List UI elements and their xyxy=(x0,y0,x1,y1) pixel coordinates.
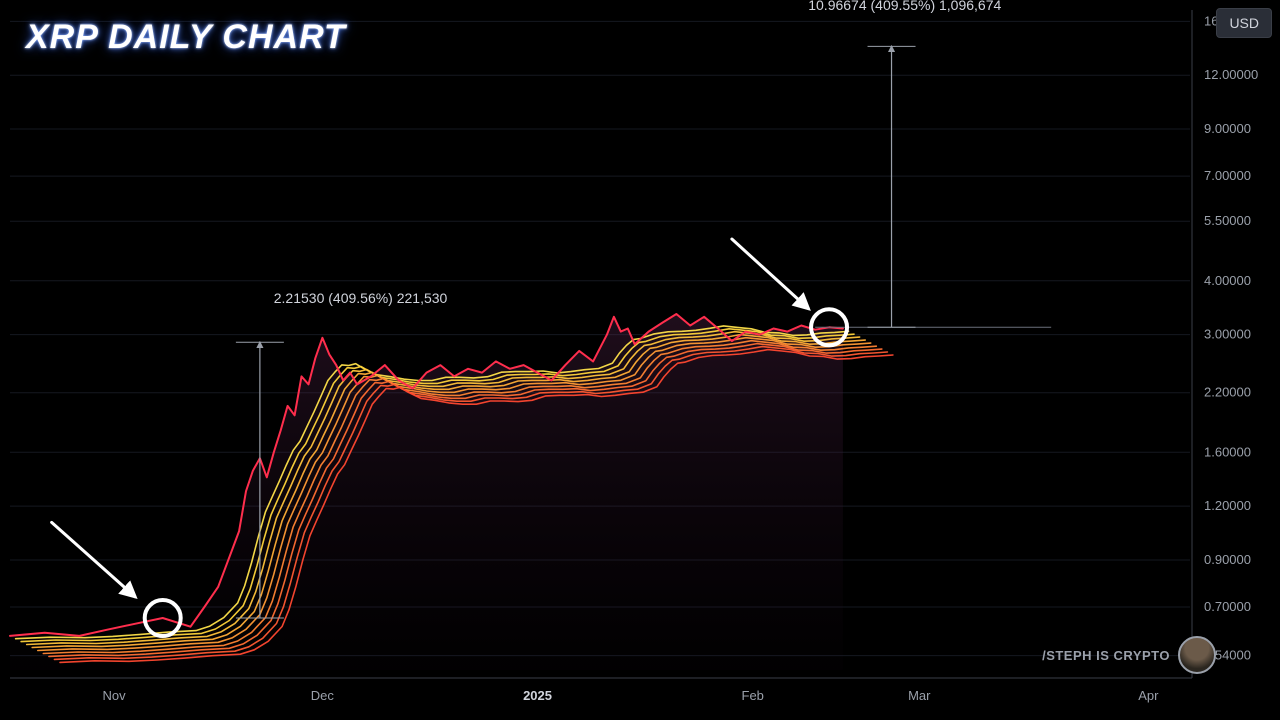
y-tick-label: 5.50000 xyxy=(1204,213,1251,228)
watermark-text: /STEPH IS CRYPTO xyxy=(1042,648,1170,663)
x-tick-label: Feb xyxy=(742,688,764,703)
currency-badge[interactable]: USD xyxy=(1216,8,1272,38)
watermark: /STEPH IS CRYPTO xyxy=(1042,636,1216,674)
y-tick-label: 1.60000 xyxy=(1204,444,1251,459)
y-tick-label: 2.20000 xyxy=(1204,385,1251,400)
y-tick-label: 0.90000 xyxy=(1204,552,1251,567)
x-tick-label: Dec xyxy=(311,688,335,703)
x-tick-label: 2025 xyxy=(523,688,552,703)
chart-title: XRP DAILY CHART xyxy=(26,18,346,57)
y-tick-label: 7.00000 xyxy=(1204,168,1251,183)
measure-label: 10.96674 (409.55%) 1,096,674 xyxy=(808,0,1001,13)
y-tick-label: 12.00000 xyxy=(1204,67,1258,82)
y-tick-label: 4.00000 xyxy=(1204,273,1251,288)
y-tick-label: 0.70000 xyxy=(1204,599,1251,614)
price-chart[interactable]: 2.21530 (409.56%) 221,530 10.96674 (409.5… xyxy=(0,0,1280,720)
x-tick-label: Mar xyxy=(908,688,931,703)
measure-label: 2.21530 (409.56%) 221,530 xyxy=(274,290,448,306)
y-tick-label: 3.00000 xyxy=(1204,327,1251,342)
x-tick-label: Apr xyxy=(1138,688,1159,703)
y-tick-label: 9.00000 xyxy=(1204,121,1251,136)
avatar-icon xyxy=(1178,636,1216,674)
x-tick-label: Nov xyxy=(103,688,127,703)
y-tick-label: 1.20000 xyxy=(1204,498,1251,513)
